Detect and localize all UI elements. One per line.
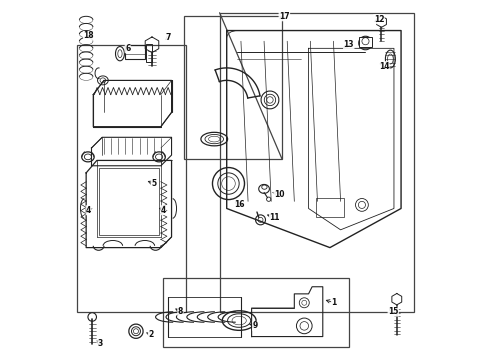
Bar: [125, 45, 144, 59]
Text: 4: 4: [161, 206, 165, 215]
Text: 8: 8: [178, 307, 183, 316]
Bar: [99, 167, 159, 235]
Text: 6: 6: [125, 44, 130, 53]
Text: 4: 4: [86, 206, 91, 215]
Bar: [315, 198, 344, 217]
Text: 1: 1: [331, 298, 336, 307]
Text: 15: 15: [387, 307, 398, 316]
Circle shape: [299, 298, 308, 308]
Bar: [219, 13, 413, 312]
Text: 14: 14: [378, 62, 388, 71]
Text: 3: 3: [98, 339, 103, 348]
Text: 13: 13: [343, 40, 353, 49]
Bar: [183, 16, 281, 159]
Text: 12: 12: [373, 15, 384, 24]
Text: 5: 5: [151, 179, 156, 188]
Text: 17: 17: [279, 12, 289, 21]
Text: 16: 16: [233, 201, 244, 210]
Text: 10: 10: [273, 190, 284, 199]
Bar: [77, 45, 185, 312]
Text: 7: 7: [165, 33, 170, 42]
Text: 9: 9: [252, 321, 257, 330]
Circle shape: [255, 215, 265, 225]
Bar: [163, 278, 349, 347]
Circle shape: [296, 318, 311, 334]
Text: 18: 18: [83, 31, 94, 40]
Bar: [358, 37, 371, 46]
Circle shape: [88, 313, 96, 321]
Bar: [145, 44, 152, 62]
Text: 2: 2: [148, 330, 153, 339]
Text: 11: 11: [269, 213, 280, 222]
